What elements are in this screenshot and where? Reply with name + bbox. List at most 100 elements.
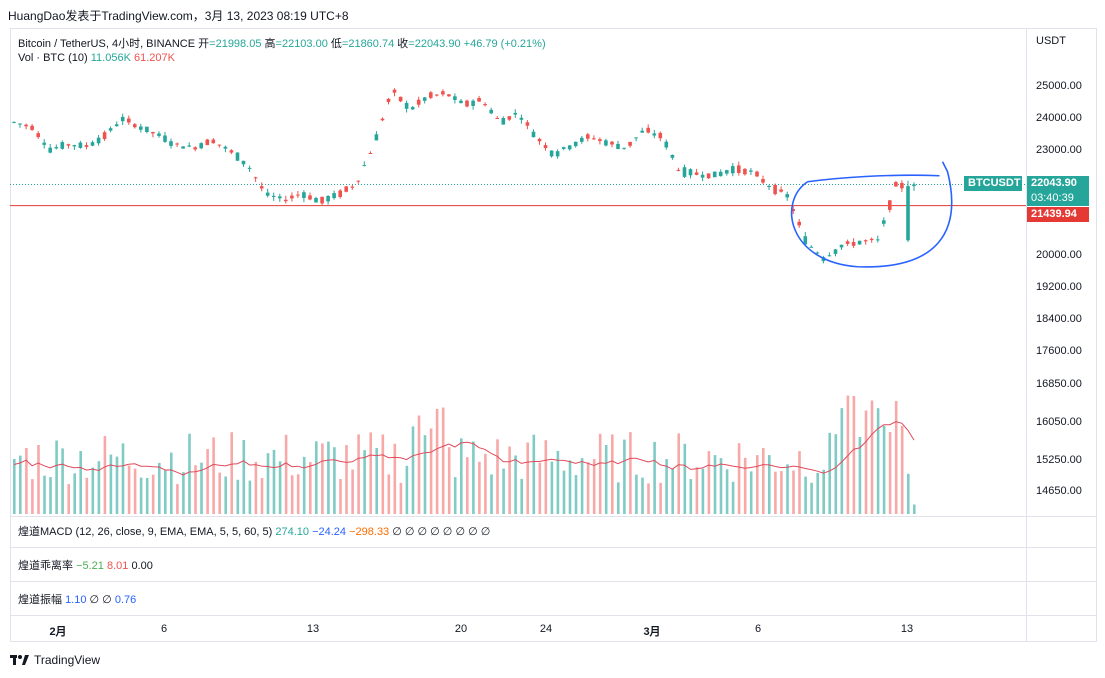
volume-bar <box>151 474 155 514</box>
volume-bar <box>43 475 46 514</box>
volume-bar <box>749 471 753 514</box>
candle-body <box>833 249 838 254</box>
volume-bar <box>816 472 819 514</box>
price-tick-label: 16850.00 <box>1036 378 1082 390</box>
time-tick-label: 2月 <box>49 626 67 638</box>
candle-body <box>410 107 415 110</box>
deviation-legend[interactable]: 煌道乖离率 −5.21 8.01 0.00 <box>18 557 153 573</box>
volume-bar <box>556 450 560 514</box>
volume-bar <box>109 454 113 514</box>
deviation-name: 煌道乖离率 <box>18 560 73 572</box>
candle-body <box>906 186 910 241</box>
volume-bar <box>695 467 699 514</box>
candle-body <box>912 184 916 187</box>
candle-body <box>48 147 52 153</box>
amplitude-value-1: 1.10 <box>65 594 87 606</box>
candle-body <box>139 126 143 130</box>
candle-body <box>169 141 173 146</box>
candle-body <box>851 242 856 246</box>
volume-bar <box>623 439 626 514</box>
candle-body <box>749 170 753 172</box>
volume-bar <box>127 465 131 514</box>
volume-bar <box>224 476 227 514</box>
tradingview-branding[interactable]: TradingView <box>10 653 100 667</box>
candle-body <box>670 154 675 158</box>
candle-body <box>133 124 137 128</box>
candle-body <box>78 142 83 148</box>
volume-bar <box>617 482 620 514</box>
candle-body <box>386 98 391 102</box>
candle-body <box>471 100 475 106</box>
horizontal-line-price-tag: 21439.94 <box>1027 207 1089 222</box>
volume-bar <box>743 457 747 514</box>
candle-body <box>54 147 59 149</box>
time-tick-label: 24 <box>539 623 553 635</box>
volume-bar <box>472 441 475 514</box>
amplitude-legend[interactable]: 煌道振幅 1.10 ∅ ∅ 0.76 <box>18 591 136 607</box>
symbol-legend[interactable]: Bitcoin / TetherUS, 4小时, BINANCE 开=21998… <box>18 35 546 51</box>
volume-bar <box>315 441 318 514</box>
volume-bar <box>145 478 149 514</box>
candle-body <box>549 150 554 157</box>
time-tick-label: 3月 <box>643 626 661 638</box>
volume-bar <box>810 482 813 514</box>
volume-legend[interactable]: Vol · BTC (10) 11.056K 61.207K <box>18 52 175 64</box>
price-tick-label: 17600.00 <box>1036 345 1082 357</box>
candle-body <box>108 128 113 131</box>
candle-body <box>598 139 602 142</box>
price-tick-label: 23000.00 <box>1036 144 1082 156</box>
candle-body <box>773 184 777 195</box>
close-label: 收 <box>397 38 409 50</box>
volume-bar <box>230 432 233 514</box>
volume-bar <box>399 482 403 514</box>
volume-bar <box>411 426 415 514</box>
volume-bar <box>532 434 536 514</box>
candle-body <box>453 96 457 100</box>
candle-body <box>416 99 421 105</box>
candle-body <box>229 150 234 153</box>
volume-bar <box>641 477 644 514</box>
candle-body <box>519 117 524 120</box>
volume-bar <box>302 456 306 514</box>
volume-bar <box>852 396 856 514</box>
volume-bar <box>484 453 487 514</box>
candle-body <box>664 141 669 148</box>
volume-bar <box>701 468 705 514</box>
volume-bar <box>357 434 360 514</box>
pane-separator-amplitude <box>10 581 1097 582</box>
volume-bar <box>212 437 215 514</box>
candle-body <box>815 252 820 254</box>
candle-body <box>507 116 512 120</box>
candle-body <box>700 174 705 178</box>
candle-body <box>658 132 663 139</box>
countdown-tag: 03:40:39 <box>1027 191 1089 206</box>
volume-bar <box>345 445 348 514</box>
volume-bar <box>786 464 789 514</box>
volume-bar <box>31 479 34 514</box>
candle-body <box>404 102 409 109</box>
volume-bar <box>822 469 825 514</box>
price-tick-label: 15250.00 <box>1036 454 1082 466</box>
candle-body <box>72 145 77 147</box>
macd-legend[interactable]: 煌道MACD (12, 26, close, 9, EMA, EMA, 5, 5… <box>18 523 490 539</box>
candle-body <box>338 190 342 197</box>
candle-body <box>356 180 361 182</box>
volume-bar <box>671 468 674 514</box>
volume-bar <box>568 460 572 514</box>
volume-bar <box>894 401 898 514</box>
candle-body <box>857 240 862 245</box>
candle-body <box>24 124 28 127</box>
candle-body <box>543 145 548 149</box>
candle-body <box>241 160 246 165</box>
candle-body <box>495 118 499 119</box>
volume-bar <box>466 457 469 514</box>
volume-bar <box>296 474 300 514</box>
candle-body <box>278 196 282 199</box>
volume-bar <box>689 479 693 514</box>
volume-bar <box>460 438 463 514</box>
high-value: =22103.00 <box>275 38 328 50</box>
volume-bar <box>496 439 499 514</box>
candle-body <box>114 124 119 127</box>
volume-bar <box>381 434 385 514</box>
